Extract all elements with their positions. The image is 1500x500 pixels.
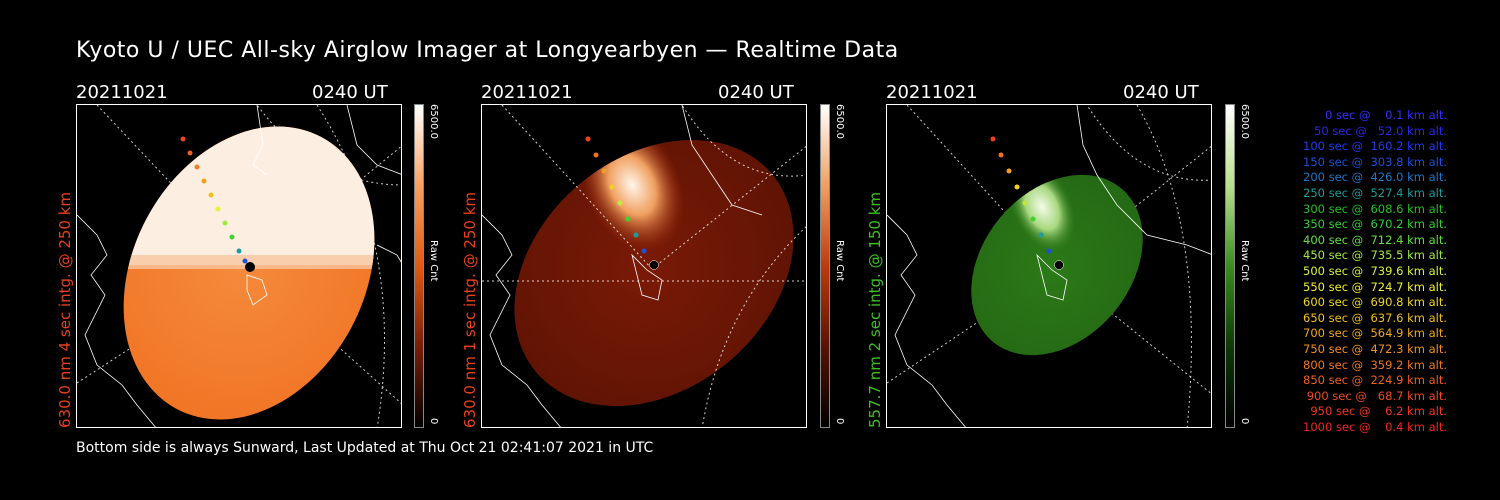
panel-3-trajectory — [990, 136, 1064, 270]
panel-1-cbar-label: Raw Cnt — [428, 240, 439, 282]
legend-item: 100 sec @ 160.2 km alt. — [1303, 139, 1447, 154]
panel-1-cbar-max: 6500.0 — [428, 104, 439, 139]
panel-2-allsky-image — [481, 104, 807, 428]
panel-1-date: 20211021 — [76, 82, 168, 103]
legend-item: 300 sec @ 608.6 km alt. — [1303, 201, 1447, 216]
panel-3-cbar-max: 6500.0 — [1239, 104, 1250, 139]
panel-3-time: 0240 UT — [1123, 82, 1199, 103]
panel-2-cbar-label: Raw Cnt — [834, 240, 845, 282]
legend-item: 500 sec @ 739.6 km alt. — [1303, 263, 1447, 278]
panel-2-ylabel: 630.0 nm 1 sec intg. @ 250 km — [461, 191, 479, 428]
legend-item: 950 sec @ 6.2 km alt. — [1310, 404, 1447, 419]
legend-item: 800 sec @ 359.2 km alt. — [1303, 357, 1447, 372]
panel-3-cbar-label: Raw Cnt — [1239, 240, 1250, 282]
panel-3-date: 20211021 — [886, 82, 978, 103]
legend-item: 900 sec @ 68.7 km alt. — [1306, 388, 1447, 403]
legend-item: 250 sec @ 527.4 km alt. — [1303, 185, 1447, 200]
panel-2-colorbar — [820, 104, 830, 428]
panel-1-colorbar — [414, 104, 424, 428]
footer-note: Bottom side is always Sunward, Last Upda… — [76, 440, 654, 456]
panel-1-allsky-image — [76, 104, 402, 428]
panel-2-date: 20211021 — [481, 82, 573, 103]
trajectory-legend: 0 sec @ 0.1 km alt. 50 sec @ 52.0 km alt.… — [1262, 108, 1447, 435]
panel-3-ylabel: 557.7 nm 2 sec intg. @ 150 km — [866, 191, 884, 428]
legend-item: 700 sec @ 564.9 km alt. — [1303, 326, 1447, 341]
legend-item: 200 sec @ 426.0 km alt. — [1303, 170, 1447, 185]
legend-item: 600 sec @ 690.8 km alt. — [1303, 295, 1447, 310]
panel-2-cbar-min: 0 — [834, 418, 845, 425]
panel-1-cbar-min: 0 — [428, 418, 439, 425]
legend-item: 50 sec @ 52.0 km alt. — [1314, 123, 1447, 138]
legend-item: 450 sec @ 735.5 km alt. — [1303, 248, 1447, 263]
legend-item: 0 sec @ 0.1 km alt. — [1324, 108, 1447, 122]
legend-item: 1000 sec @ 0.4 km alt. — [1303, 419, 1447, 434]
panel-1-trajectory — [180, 136, 255, 272]
legend-item: 650 sec @ 637.6 km alt. — [1303, 310, 1447, 325]
panel-1-ylabel: 630.0 nm 4 sec intg. @ 250 km — [56, 191, 74, 428]
legend-item: 550 sec @ 724.7 km alt. — [1303, 279, 1447, 294]
page-title: Kyoto U / UEC All-sky Airglow Imager at … — [76, 38, 899, 63]
panel-2-time: 0240 UT — [718, 82, 794, 103]
panel-2-cbar-max: 6500.0 — [834, 104, 845, 139]
panel-1-time: 0240 UT — [312, 82, 388, 103]
panel-3-allsky-image — [886, 104, 1212, 428]
legend-item: 350 sec @ 670.2 km alt. — [1303, 217, 1447, 232]
panel-2-trajectory — [585, 136, 659, 270]
legend-item: 150 sec @ 303.8 km alt. — [1303, 154, 1447, 169]
panel-3-colorbar — [1225, 104, 1235, 428]
legend-item: 400 sec @ 712.4 km alt. — [1303, 232, 1447, 247]
legend-item: 750 sec @ 472.3 km alt. — [1303, 341, 1447, 356]
panel-3-cbar-min: 0 — [1239, 418, 1250, 425]
legend-item: 850 sec @ 224.9 km alt. — [1303, 373, 1447, 388]
